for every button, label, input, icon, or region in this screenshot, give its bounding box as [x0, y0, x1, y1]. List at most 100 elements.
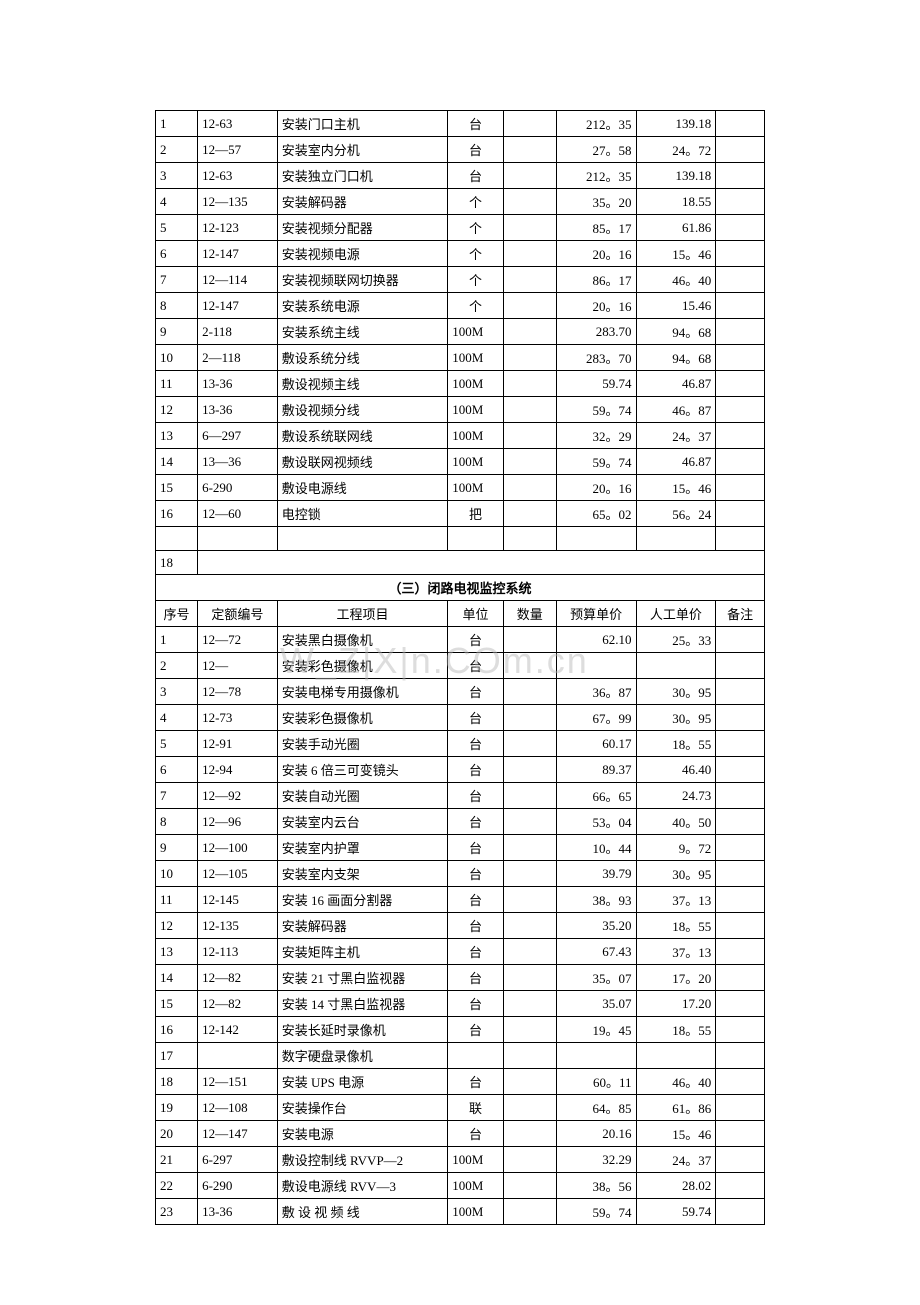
remark-cell — [716, 345, 765, 371]
remark-cell — [716, 965, 765, 991]
qty-cell — [503, 423, 556, 449]
labor-cell: 46.87 — [636, 449, 716, 475]
unit-cell: 台 — [448, 809, 503, 835]
price-cell — [556, 653, 636, 679]
price-cell — [556, 1043, 636, 1069]
unit-cell: 个 — [448, 293, 503, 319]
labor-cell: 24。37 — [636, 1147, 716, 1173]
labor-cell: 37。13 — [636, 887, 716, 913]
seq-cell: 15 — [156, 991, 198, 1017]
name-cell: 安装黑白摄像机 — [277, 627, 448, 653]
name-cell: 敷设视频主线 — [277, 371, 448, 397]
code-cell: 12-135 — [198, 913, 278, 939]
labor-cell: 61.86 — [636, 215, 716, 241]
price-cell: 35。07 — [556, 965, 636, 991]
code-cell: 12—60 — [198, 501, 278, 527]
table-row: 612-147安装视频电源个20。1615。46 — [156, 241, 765, 267]
table-row: 512-123安装视频分配器个85。1761.86 — [156, 215, 765, 241]
name-cell: 安装 21 寸黑白监视器 — [277, 965, 448, 991]
labor-cell: 17。20 — [636, 965, 716, 991]
labor-cell: 139.18 — [636, 111, 716, 137]
code-cell: 12—135 — [198, 189, 278, 215]
labor-cell: 18。55 — [636, 731, 716, 757]
qty-cell — [503, 449, 556, 475]
price-cell: 39.79 — [556, 861, 636, 887]
table-row: 112-63安装门口主机台212。35139.18 — [156, 111, 765, 137]
unit-cell: 台 — [448, 137, 503, 163]
unit-cell: 台 — [448, 913, 503, 939]
seq-cell: 9 — [156, 835, 198, 861]
price-cell: 59。74 — [556, 1199, 636, 1225]
name-cell: 敷设联网视频线 — [277, 449, 448, 475]
qty-cell — [503, 345, 556, 371]
remark-cell — [716, 267, 765, 293]
price-cell: 27。58 — [556, 137, 636, 163]
code-cell: 12—82 — [198, 965, 278, 991]
seq-cell: 18 — [156, 1069, 198, 1095]
qty-cell — [503, 1069, 556, 1095]
code-cell: 12—96 — [198, 809, 278, 835]
labor-cell: 9。72 — [636, 835, 716, 861]
empty-cell — [448, 527, 503, 551]
code-cell: 12—100 — [198, 835, 278, 861]
seq-cell: 7 — [156, 267, 198, 293]
price-cell: 212。35 — [556, 163, 636, 189]
remark-cell — [716, 371, 765, 397]
table-row: 1112-145安装 16 画面分割器台38。9337。13 — [156, 887, 765, 913]
qty-cell — [503, 267, 556, 293]
price-cell: 64。85 — [556, 1095, 636, 1121]
unit-cell: 100M — [448, 475, 503, 501]
table-row: 1512—82安装 14 寸黑白监视器台35.0717.20 — [156, 991, 765, 1017]
remark-cell — [716, 1043, 765, 1069]
name-cell: 数字硬盘录像机 — [277, 1043, 448, 1069]
code-cell: 12-91 — [198, 731, 278, 757]
code-cell: 13-36 — [198, 397, 278, 423]
table-row: 216-297敷设控制线 RVVP—2100M32.2924。37 — [156, 1147, 765, 1173]
name-cell: 安装视频分配器 — [277, 215, 448, 241]
name-cell: 安装解码器 — [277, 189, 448, 215]
remark-cell — [716, 757, 765, 783]
table-row: 1412—82安装 21 寸黑白监视器台35。0717。20 — [156, 965, 765, 991]
empty-cell — [503, 527, 556, 551]
labor-cell: 24。72 — [636, 137, 716, 163]
name-cell: 安装 6 倍三可变镜头 — [277, 757, 448, 783]
name-cell: 安装系统电源 — [277, 293, 448, 319]
name-cell: 安装 14 寸黑白监视器 — [277, 991, 448, 1017]
qty-cell — [503, 319, 556, 345]
seq-cell: 5 — [156, 731, 198, 757]
price-cell: 20。16 — [556, 475, 636, 501]
code-cell: 12—147 — [198, 1121, 278, 1147]
name-cell: 敷设系统分线 — [277, 345, 448, 371]
qty-cell — [503, 1121, 556, 1147]
seq-cell: 7 — [156, 783, 198, 809]
table-row: 1812—151安装 UPS 电源台60。1146。40 — [156, 1069, 765, 1095]
code-cell: 12-145 — [198, 887, 278, 913]
code-cell: 12—108 — [198, 1095, 278, 1121]
code-cell: 6-290 — [198, 1173, 278, 1199]
header-code: 定额编号 — [198, 601, 278, 627]
unit-cell: 台 — [448, 757, 503, 783]
labor-cell: 17.20 — [636, 991, 716, 1017]
seq-cell: 12 — [156, 397, 198, 423]
header-unit: 单位 — [448, 601, 503, 627]
seq-cell: 5 — [156, 215, 198, 241]
price-cell: 283。70 — [556, 345, 636, 371]
code-cell: 6-297 — [198, 1147, 278, 1173]
table-row: 1113-36敷设视频主线100M59.7446.87 — [156, 371, 765, 397]
price-cell: 283.70 — [556, 319, 636, 345]
labor-cell: 59.74 — [636, 1199, 716, 1225]
code-cell: 2-118 — [198, 319, 278, 345]
remark-cell — [716, 991, 765, 1017]
code-cell: 13-36 — [198, 1199, 278, 1225]
labor-cell: 18。55 — [636, 913, 716, 939]
empty-cell — [156, 527, 198, 551]
qty-cell — [503, 215, 556, 241]
seq-cell: 11 — [156, 887, 198, 913]
price-cell: 53。04 — [556, 809, 636, 835]
remark-cell — [716, 397, 765, 423]
name-cell: 安装长延时录像机 — [277, 1017, 448, 1043]
table-row: 812-147安装系统电源个20。1615.46 — [156, 293, 765, 319]
table-row: 136—297敷设系统联网线100M32。2924。37 — [156, 423, 765, 449]
code-cell: 12—114 — [198, 267, 278, 293]
table-row: 1612—60电控锁把65。0256。24 — [156, 501, 765, 527]
